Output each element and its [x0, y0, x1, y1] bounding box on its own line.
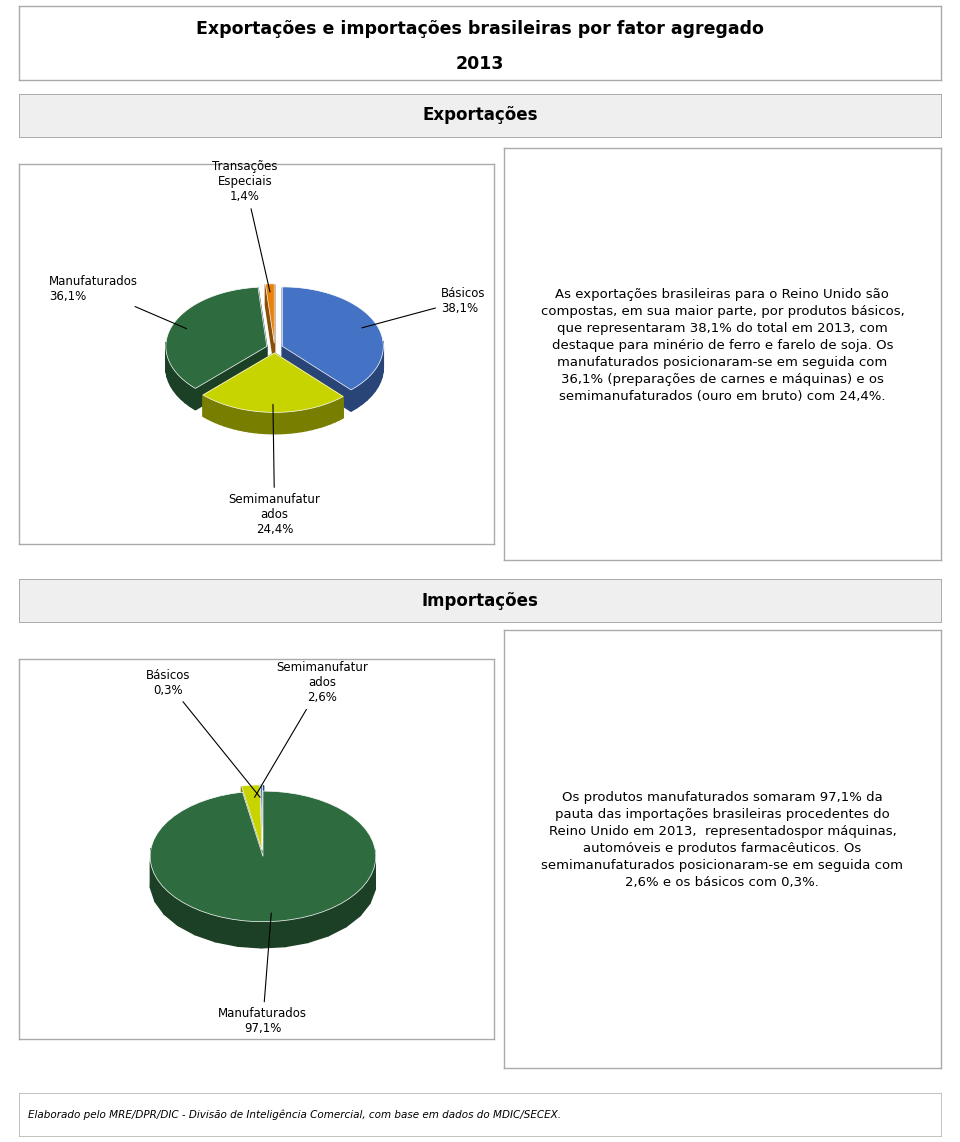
Polygon shape — [275, 353, 343, 418]
Polygon shape — [339, 396, 343, 420]
Polygon shape — [357, 383, 362, 408]
Polygon shape — [190, 385, 196, 410]
Polygon shape — [171, 365, 174, 391]
Polygon shape — [211, 400, 215, 423]
Text: Exportações: Exportações — [422, 106, 538, 124]
Polygon shape — [228, 405, 233, 428]
Polygon shape — [238, 920, 261, 948]
Text: Os produtos manufaturados somaram 97,1% da
pauta das importações brasileiras pro: Os produtos manufaturados somaram 97,1% … — [541, 791, 903, 890]
Polygon shape — [351, 386, 357, 411]
Polygon shape — [260, 785, 262, 876]
Polygon shape — [326, 402, 330, 426]
Polygon shape — [370, 863, 375, 903]
Text: As exportações brasileiras para o Reino Unido são
compostas, em sua maior parte,: As exportações brasileiras para o Reino … — [540, 288, 904, 403]
Text: Manufaturados
97,1%: Manufaturados 97,1% — [218, 914, 307, 1036]
Polygon shape — [265, 284, 275, 364]
Polygon shape — [243, 793, 263, 883]
Polygon shape — [195, 909, 215, 942]
Polygon shape — [178, 899, 195, 935]
Polygon shape — [367, 375, 372, 400]
Polygon shape — [270, 412, 276, 434]
Text: Importações: Importações — [421, 592, 539, 610]
Polygon shape — [260, 785, 263, 876]
Polygon shape — [177, 373, 180, 399]
Polygon shape — [382, 351, 383, 377]
Text: Básicos
0,3%: Básicos 0,3% — [146, 669, 260, 797]
Polygon shape — [220, 403, 225, 426]
Text: Semimanufatur
ados
24,4%: Semimanufatur ados 24,4% — [228, 404, 321, 536]
Polygon shape — [375, 365, 378, 392]
Polygon shape — [167, 356, 169, 381]
Text: Exportações e importações brasileiras por fator agregado: Exportações e importações brasileiras po… — [196, 21, 764, 39]
Polygon shape — [280, 412, 286, 434]
Polygon shape — [180, 378, 185, 403]
Text: Transações
Especiais
1,4%: Transações Especiais 1,4% — [212, 160, 277, 292]
Polygon shape — [185, 381, 190, 407]
Polygon shape — [265, 412, 270, 434]
Polygon shape — [239, 409, 244, 431]
Polygon shape — [151, 862, 155, 901]
Polygon shape — [317, 405, 322, 428]
Polygon shape — [215, 401, 220, 424]
Polygon shape — [249, 410, 254, 433]
Polygon shape — [297, 410, 301, 433]
Polygon shape — [286, 411, 291, 433]
Polygon shape — [372, 370, 375, 396]
Polygon shape — [360, 877, 370, 916]
Polygon shape — [259, 412, 265, 434]
Polygon shape — [204, 395, 207, 418]
Polygon shape — [225, 404, 228, 427]
Polygon shape — [244, 410, 249, 432]
Polygon shape — [260, 785, 263, 850]
Polygon shape — [258, 288, 267, 368]
Polygon shape — [261, 920, 285, 948]
Polygon shape — [242, 785, 262, 851]
Polygon shape — [233, 408, 239, 429]
Polygon shape — [169, 361, 171, 386]
Polygon shape — [306, 408, 312, 431]
Text: Elaborado pelo MRE/DPR/DIC - Divisão de Inteligência Comercial, com base em dado: Elaborado pelo MRE/DPR/DIC - Divisão de … — [29, 1109, 562, 1120]
Polygon shape — [265, 284, 275, 344]
Polygon shape — [276, 412, 280, 434]
Text: 2013: 2013 — [456, 55, 504, 73]
Polygon shape — [166, 288, 267, 388]
Polygon shape — [301, 409, 306, 432]
Text: Básicos
38,1%: Básicos 38,1% — [362, 287, 486, 328]
Polygon shape — [196, 346, 267, 410]
Polygon shape — [328, 901, 346, 935]
Polygon shape — [207, 397, 211, 420]
Polygon shape — [242, 786, 262, 876]
Polygon shape — [285, 916, 307, 947]
Polygon shape — [204, 353, 343, 412]
Polygon shape — [150, 791, 375, 922]
Polygon shape — [362, 379, 367, 404]
Polygon shape — [282, 287, 383, 389]
Polygon shape — [291, 411, 297, 433]
Polygon shape — [204, 353, 275, 417]
Text: Semimanufatur
ados
2,6%: Semimanufatur ados 2,6% — [254, 661, 368, 797]
Polygon shape — [215, 916, 238, 947]
Polygon shape — [174, 369, 177, 395]
Polygon shape — [164, 888, 178, 925]
Polygon shape — [282, 346, 351, 411]
Polygon shape — [330, 401, 335, 424]
Text: Manufaturados
36,1%: Manufaturados 36,1% — [49, 275, 186, 329]
Polygon shape — [155, 876, 164, 914]
Polygon shape — [254, 411, 259, 433]
Polygon shape — [335, 399, 339, 421]
Polygon shape — [346, 890, 360, 927]
Polygon shape — [307, 910, 328, 942]
Polygon shape — [322, 404, 326, 427]
Polygon shape — [380, 356, 382, 383]
Polygon shape — [312, 407, 317, 429]
Polygon shape — [378, 361, 380, 387]
